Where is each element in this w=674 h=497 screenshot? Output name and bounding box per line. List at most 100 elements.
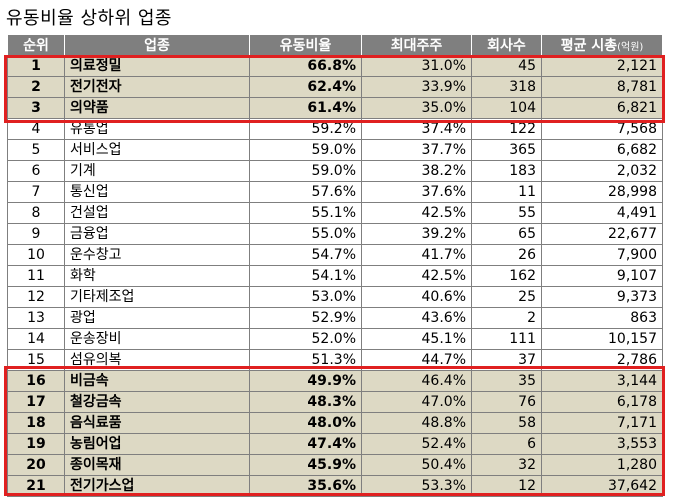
cell-industry: 의약품 [64, 97, 250, 119]
cell-industry: 운수창고 [64, 244, 250, 266]
cell-float-ratio: 57.6% [249, 181, 362, 203]
cell-rank: 9 [7, 223, 65, 245]
cell-avg-cap: 3,553 [541, 433, 663, 455]
cell-float-ratio: 53.0% [249, 286, 362, 308]
cell-float-ratio: 51.3% [249, 349, 362, 371]
cell-avg-cap: 863 [541, 307, 663, 329]
header-major-holder: 최대주주 [361, 34, 472, 56]
cell-avg-cap: 9,107 [541, 265, 663, 287]
cell-avg-cap: 6,178 [541, 391, 663, 413]
cell-companies: 6 [471, 433, 542, 455]
cell-industry: 통신업 [64, 181, 250, 203]
cell-industry: 음식료품 [64, 412, 250, 434]
cell-companies: 2 [471, 307, 542, 329]
cell-float-ratio: 66.8% [249, 55, 362, 77]
table-row: 21 전기가스업 35.6% 53.3% 12 37,642 [7, 475, 663, 497]
cell-float-ratio: 48.3% [249, 391, 362, 413]
cell-avg-cap: 7,568 [541, 118, 663, 140]
cell-float-ratio: 52.0% [249, 328, 362, 350]
cell-companies: 45 [471, 55, 542, 77]
header-float-ratio: 유동비율 [249, 34, 362, 56]
cell-avg-cap: 6,682 [541, 139, 663, 161]
cell-rank: 2 [7, 76, 65, 98]
table-row: 19 농림어업 47.4% 52.4% 6 3,553 [7, 433, 663, 455]
cell-industry: 화학 [64, 265, 250, 287]
cell-industry: 기타제조업 [64, 286, 250, 308]
cell-industry: 종이목재 [64, 454, 250, 476]
table-row: 16 비금속 49.9% 46.4% 35 3,144 [7, 370, 663, 392]
cell-rank: 19 [7, 433, 65, 455]
cell-major-holder: 47.0% [361, 391, 472, 413]
cell-rank: 18 [7, 412, 65, 434]
cell-float-ratio: 59.0% [249, 139, 362, 161]
header-companies: 회사수 [471, 34, 542, 56]
cell-industry: 철강금속 [64, 391, 250, 413]
cell-industry: 금융업 [64, 223, 250, 245]
cell-major-holder: 37.4% [361, 118, 472, 140]
cell-float-ratio: 61.4% [249, 97, 362, 119]
cell-float-ratio: 55.1% [249, 202, 362, 224]
cell-industry: 전기전자 [64, 76, 250, 98]
cell-float-ratio: 54.1% [249, 265, 362, 287]
cell-industry: 운송장비 [64, 328, 250, 350]
cell-companies: 365 [471, 139, 542, 161]
page-title: 유동비율 상하위 업종 [6, 8, 172, 29]
table-row: 9 금융업 55.0% 39.2% 65 22,677 [7, 223, 663, 245]
cell-major-holder: 44.7% [361, 349, 472, 371]
table-row: 15 섬유의복 51.3% 44.7% 37 2,786 [7, 349, 663, 371]
table-row: 17 철강금속 48.3% 47.0% 76 6,178 [7, 391, 663, 413]
cell-avg-cap: 9,373 [541, 286, 663, 308]
header-industry: 업종 [64, 34, 250, 56]
cell-avg-cap: 7,171 [541, 412, 663, 434]
header-avg-cap-unit: (억원) [617, 42, 644, 53]
cell-industry: 의료정밀 [64, 55, 250, 77]
cell-rank: 17 [7, 391, 65, 413]
cell-rank: 16 [7, 370, 65, 392]
header-row: 순위 업종 유동비율 최대주주 회사수 평균 시총(억원) [7, 34, 663, 56]
cell-rank: 4 [7, 118, 65, 140]
cell-industry: 유통업 [64, 118, 250, 140]
cell-avg-cap: 37,642 [541, 475, 663, 497]
cell-float-ratio: 35.6% [249, 475, 362, 497]
cell-industry: 광업 [64, 307, 250, 329]
table-row: 10 운수창고 54.7% 41.7% 26 7,900 [7, 244, 663, 266]
cell-companies: 111 [471, 328, 542, 350]
cell-major-holder: 40.6% [361, 286, 472, 308]
table-row: 2 전기전자 62.4% 33.9% 318 8,781 [7, 76, 663, 98]
cell-rank: 21 [7, 475, 65, 497]
cell-major-holder: 53.3% [361, 475, 472, 497]
cell-companies: 76 [471, 391, 542, 413]
cell-companies: 162 [471, 265, 542, 287]
cell-industry: 서비스업 [64, 139, 250, 161]
table-row: 1 의료정밀 66.8% 31.0% 45 2,121 [7, 55, 663, 77]
cell-major-holder: 48.8% [361, 412, 472, 434]
cell-companies: 65 [471, 223, 542, 245]
industry-table: 순위 업종 유동비율 최대주주 회사수 평균 시총(억원) 1 의료정밀 66.8%… [7, 34, 663, 497]
table-row: 18 음식료품 48.0% 48.8% 58 7,171 [7, 412, 663, 434]
header-avg-cap: 평균 시총(억원) [541, 34, 663, 56]
cell-companies: 35 [471, 370, 542, 392]
cell-rank: 15 [7, 349, 65, 371]
cell-rank: 11 [7, 265, 65, 287]
table-row: 4 유통업 59.2% 37.4% 122 7,568 [7, 118, 663, 140]
cell-avg-cap: 6,821 [541, 97, 663, 119]
cell-industry: 건설업 [64, 202, 250, 224]
cell-rank: 10 [7, 244, 65, 266]
cell-avg-cap: 2,786 [541, 349, 663, 371]
cell-companies: 122 [471, 118, 542, 140]
cell-major-holder: 41.7% [361, 244, 472, 266]
cell-avg-cap: 3,144 [541, 370, 663, 392]
cell-float-ratio: 59.2% [249, 118, 362, 140]
cell-avg-cap: 22,677 [541, 223, 663, 245]
cell-avg-cap: 7,900 [541, 244, 663, 266]
table-row: 13 광업 52.9% 43.6% 2 863 [7, 307, 663, 329]
cell-avg-cap: 28,998 [541, 181, 663, 203]
cell-float-ratio: 55.0% [249, 223, 362, 245]
cell-companies: 26 [471, 244, 542, 266]
table-row: 14 운송장비 52.0% 45.1% 111 10,157 [7, 328, 663, 350]
cell-major-holder: 37.7% [361, 139, 472, 161]
header-rank: 순위 [7, 34, 65, 56]
cell-avg-cap: 4,491 [541, 202, 663, 224]
cell-float-ratio: 62.4% [249, 76, 362, 98]
cell-rank: 6 [7, 160, 65, 182]
